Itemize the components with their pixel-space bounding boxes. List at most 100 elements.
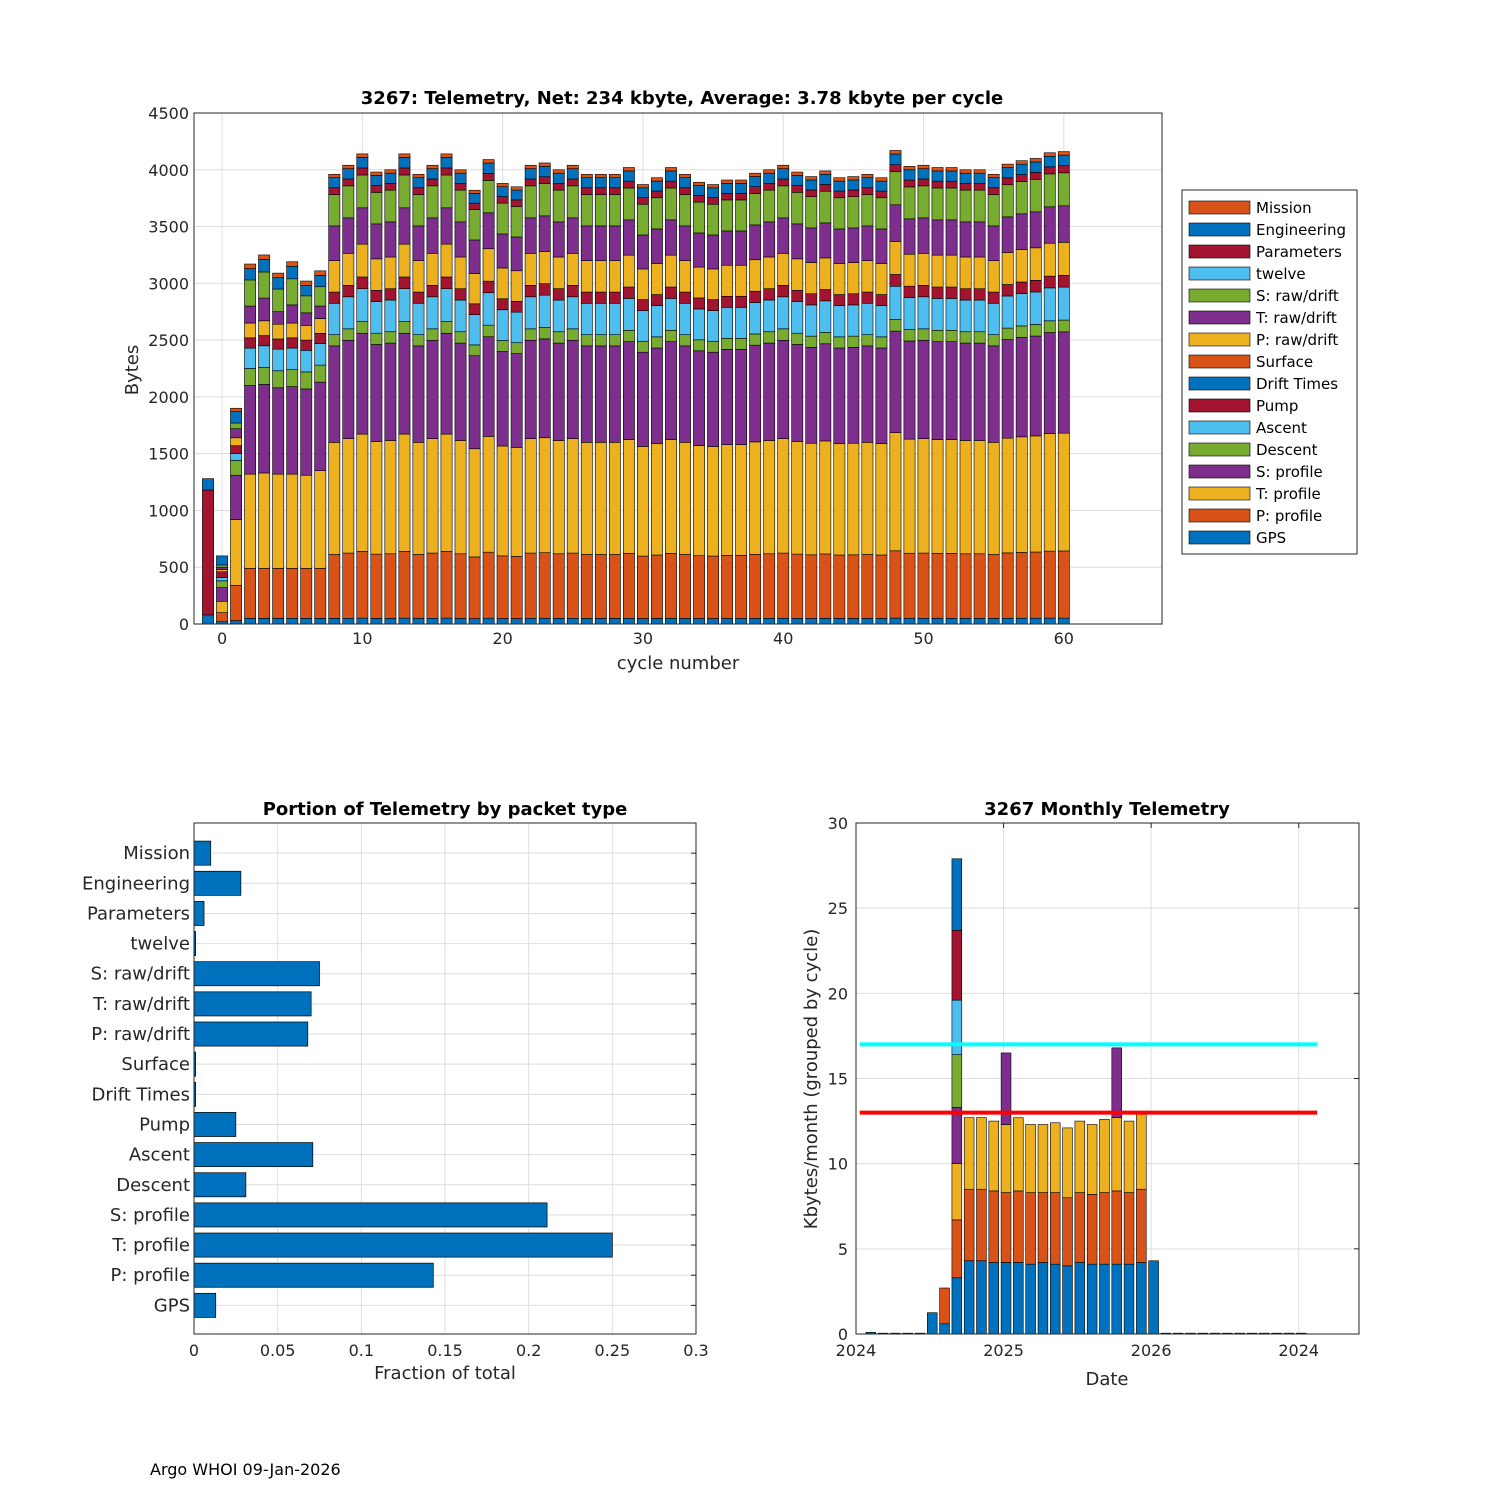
bar-segment-s-profile <box>889 330 902 433</box>
bar-segment-t-profile <box>370 441 383 555</box>
bar-segment-t-raw-drift <box>594 225 607 261</box>
bar-segment-p-raw-drift <box>903 253 916 287</box>
month-bar-segment-t-profile <box>1000 1124 1012 1193</box>
bar-segment-t-raw-drift <box>749 224 762 261</box>
bar-segment-descent <box>412 334 425 347</box>
x-tick-label: 0.05 <box>260 1341 296 1360</box>
bar-segment-s-profile <box>552 342 565 441</box>
bar-segment-s-raw-drift <box>637 203 649 236</box>
bar-segment-t-raw-drift <box>763 221 776 258</box>
bar-segment-t-profile <box>903 438 916 554</box>
bar-segment-s-raw-drift <box>608 194 621 227</box>
bar-segment-engineering <box>651 180 663 192</box>
bar-pump <box>193 1112 237 1137</box>
bar-segment-p-raw-drift <box>763 256 776 290</box>
bar-segment-s-raw-drift <box>356 174 369 209</box>
bar-segment-p-profile <box>258 568 271 619</box>
bar-segment-s-profile <box>1029 335 1042 437</box>
bar-segment-parameters <box>342 178 355 187</box>
bar-t-raw-drift <box>193 991 312 1017</box>
bar-segment-p-profile <box>342 552 355 619</box>
bar-segment-pump <box>889 274 902 287</box>
bar-segment-pump <box>861 291 874 304</box>
month-bar-segment-descent <box>951 1054 963 1108</box>
bar-segment-t-raw-drift <box>216 566 228 570</box>
month-bar-segment-t-profile <box>1013 1117 1024 1192</box>
bar-segment-gps <box>763 618 776 625</box>
bar-segment-engineering <box>426 168 439 180</box>
bar-segment-s-raw-drift <box>244 279 257 307</box>
bar-segment-parameters <box>931 180 944 189</box>
bar-segment-t-raw-drift <box>651 228 663 264</box>
bar-segment-s-raw-drift <box>342 185 355 219</box>
bar-segment-p-profile <box>833 554 846 619</box>
bar-segment-t-profile <box>679 442 691 555</box>
bar-segment-s-profile <box>973 342 986 441</box>
month-bar-segment-t-profile <box>1111 1117 1122 1192</box>
bar-segment-parameters <box>637 197 649 205</box>
bar-segment-s-profile <box>693 350 705 446</box>
bar-segment-engineering <box>580 177 593 189</box>
bar-segment-descent <box>580 334 593 347</box>
bar-segment-gps <box>721 618 734 625</box>
bar-segment-s-raw-drift <box>622 187 635 221</box>
bar-segment-t-raw-drift <box>819 222 832 259</box>
bar-segment-s-raw-drift <box>875 197 888 230</box>
bar-segment-pump <box>987 291 1000 304</box>
y-tick-label: 1000 <box>148 501 189 520</box>
bar-segment-s-profile <box>763 342 776 441</box>
bar-segment-s-profile <box>510 353 523 448</box>
bar-segment-t-raw-drift <box>735 230 748 266</box>
month-bar-segment-p-profile <box>1074 1192 1086 1263</box>
bar-segment-ascent <box>1057 286 1070 321</box>
bar-segment-pump <box>244 337 257 349</box>
legend-label-drift-times: Drift Times <box>1256 375 1338 393</box>
bar-segment-descent <box>777 328 790 341</box>
bar-segment-gps <box>805 618 818 625</box>
bar-segment-parameters <box>651 190 663 199</box>
bar-segment-mission <box>300 280 313 286</box>
bar-segment-pump <box>328 291 341 304</box>
bar-segment-pump <box>959 288 972 301</box>
bar-segment-p-raw-drift <box>735 264 748 297</box>
bar-segment-s-profile <box>819 343 832 442</box>
bar-segment-engineering <box>244 268 257 281</box>
bar-segment-s-raw-drift <box>552 189 565 223</box>
bar-segment-pump <box>566 285 579 298</box>
month-bar-segment-p-profile <box>963 1188 975 1262</box>
month-bar-segment-gps <box>963 1260 975 1335</box>
bar-segment-gps <box>973 618 986 625</box>
bar-segment-gps <box>202 614 214 625</box>
bar-segment-engineering <box>1057 154 1070 167</box>
bar-segment-t-raw-drift <box>777 217 790 254</box>
bar-segment-p-raw-drift <box>496 267 509 300</box>
legend-swatch-mission <box>1188 200 1251 215</box>
legend-label-pump: Pump <box>1256 397 1298 415</box>
bar-segment-t-profile <box>805 442 818 556</box>
bar-segment-ascent <box>384 299 397 333</box>
bar-segment-p-profile <box>973 553 986 619</box>
bar-segment-pump <box>777 285 790 298</box>
bar-segment-p-raw-drift <box>342 253 355 286</box>
bar-segment-s-raw-drift <box>693 201 705 234</box>
bar-segment-pump <box>637 299 649 311</box>
month-bar-segment-p-profile <box>939 1287 950 1325</box>
bar-s-profile <box>193 1202 548 1228</box>
legend-label-parameters: Parameters <box>1256 243 1342 261</box>
y-tick-label: 0 <box>838 1325 848 1344</box>
bar-segment-s-raw-drift <box>454 189 467 223</box>
bar-segment-gps <box>861 618 874 625</box>
bar-segment-pump <box>496 298 509 311</box>
bar-segment-pump <box>314 332 327 344</box>
category-label-descent: Descent <box>116 1175 190 1196</box>
bar-segment-engineering <box>861 177 874 189</box>
bar-segment-descent <box>566 328 579 341</box>
bar-segment-engineering <box>454 172 467 184</box>
bar-segment-engineering <box>552 172 565 184</box>
bar-segment-p-profile <box>931 553 944 619</box>
bar-segment-t-raw-drift <box>538 215 551 252</box>
bar-segment-ascent <box>861 302 874 335</box>
bar-segment-p-raw-drift <box>973 256 986 290</box>
legend-label-t-raw-drift: T: raw/drift <box>1255 309 1337 327</box>
bar-segment-descent <box>1057 319 1070 333</box>
